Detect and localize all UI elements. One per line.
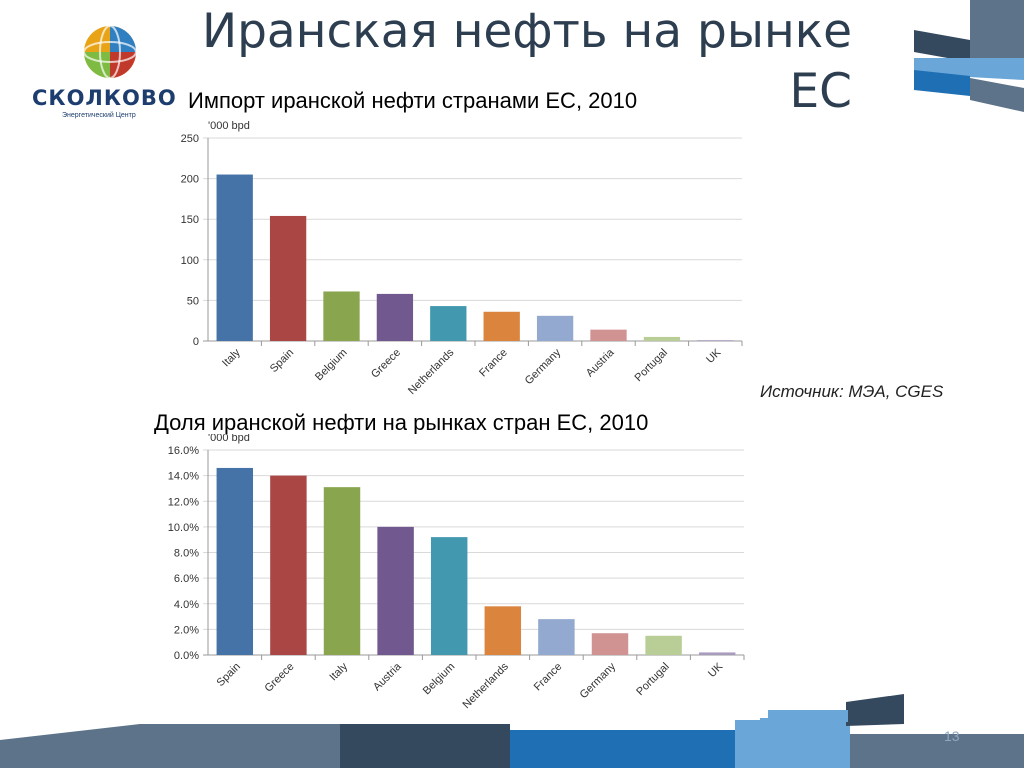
chart2-bar-france (538, 619, 575, 655)
chart2-xtick-label: Italy (327, 660, 350, 683)
chart1-xtick-label: Austria (584, 346, 617, 379)
chart1-xtick-label: UK (704, 346, 724, 366)
chart1-bar-netherlands (430, 306, 467, 341)
chart2-xtick-label: Austria (371, 660, 404, 693)
logo-subtitle: Энергетический Центр (62, 112, 136, 119)
chart2-bar-uk (698, 652, 736, 655)
chart-iran-oil-share: '000 bpd 0.0% 2.0% 4.0% 6.0% 8.0% 10.0% 12.0% 14… (146, 432, 760, 720)
chart2-ytick: 10.0% (168, 522, 199, 534)
chart2-xtick-label: Belgium (421, 661, 458, 698)
chart2-ytick: 2.0% (174, 624, 199, 636)
chart2-bar-belgium (430, 537, 468, 655)
chart1-bar-greece (376, 293, 414, 341)
chart2-xtick-label: Greece (263, 661, 297, 695)
chart1-svg: '000 bpd 0 50 100 150 200 250 Italy Spain Belgium… (181, 120, 743, 397)
chart2-ytick: 0.0% (174, 650, 199, 662)
chart1-bar-uk (697, 340, 734, 342)
chart1-xtick-label: Portugal (633, 347, 670, 384)
chart2-ytick: 14.0% (168, 471, 199, 483)
chart2-unit-label: '000 bpd (208, 434, 250, 444)
chart2-xtick-label: Spain (215, 661, 243, 689)
chart2-bar-greece (270, 475, 307, 655)
chart-iran-oil-imports: '000 bpd 0 50 100 150 200 250 Italy Spain Belgium… (146, 118, 752, 406)
slide-title: Иранская нефть на рынке ЕС (201, 4, 852, 119)
chart2-ytick: 16.0% (168, 445, 199, 457)
chart1-ytick: 100 (181, 255, 199, 267)
chart1-title: Импорт иранской нефти странами ЕС, 2010 (188, 88, 638, 113)
chart2-bar-italy (323, 487, 361, 655)
chart2-xtick-label: Netherlands (460, 660, 511, 711)
chart1-xtick-label: France (477, 347, 510, 380)
chart2-bar-netherlands (484, 606, 522, 655)
chart2-xtick-label: France (532, 661, 565, 694)
chart1-bar-germany (536, 315, 574, 341)
chart1-xtick-label: Spain (268, 347, 296, 375)
chart2-xtick-label: Germany (578, 660, 619, 701)
chart1-bar-spain (269, 215, 307, 341)
chart1-xtick-label: Netherlands (406, 346, 457, 397)
chart1-xtick-label: Belgium (313, 347, 350, 384)
skolkovo-logo-icon (83, 25, 137, 79)
chart1-bar-portugal (643, 336, 681, 341)
top-right-decoration (914, 0, 1024, 112)
chart1-ytick: 0 (193, 336, 199, 348)
chart2-ytick: 8.0% (174, 548, 199, 560)
source-note: Источник: МЭА, CGES (760, 382, 944, 401)
chart1-bar-france (483, 311, 520, 341)
chart2-bar-portugal (645, 635, 682, 655)
chart2-bar-austria (377, 526, 414, 655)
chart2-title: Доля иранской нефти на рынках стран ЕС, … (154, 410, 649, 435)
chart2-bar-spain (216, 467, 254, 655)
chart1-xtick-label: Germany (523, 346, 564, 387)
chart2-xtick-label: UK (706, 660, 726, 680)
bottom-decoration (0, 694, 1024, 768)
chart1-bar-austria (590, 329, 627, 341)
chart2-svg: '000 bpd 0.0% 2.0% 4.0% 6.0% 8.0% 10.0% 12.0% 14… (168, 432, 745, 711)
page-number: 13 (944, 728, 960, 744)
chart2-ytick: 4.0% (174, 599, 199, 611)
chart1-unit-label: '000 bpd (208, 120, 250, 132)
chart1-bar-italy (216, 174, 253, 341)
chart1-bar-belgium (323, 291, 360, 341)
chart1-ytick: 150 (181, 214, 199, 226)
chart1-ytick: 50 (187, 295, 199, 307)
chart1-xtick-label: Greece (369, 347, 403, 381)
chart2-ytick: 12.0% (168, 496, 199, 508)
chart1-ytick: 200 (181, 174, 199, 186)
chart2-ytick: 6.0% (174, 573, 199, 585)
logo-wordmark: СКОЛКОВО (32, 86, 177, 110)
chart1-ytick: 250 (181, 133, 199, 145)
chart2-bar-germany (591, 633, 629, 655)
chart2-xtick-label: Portugal (634, 661, 671, 698)
chart1-xtick-label: Italy (220, 346, 243, 369)
